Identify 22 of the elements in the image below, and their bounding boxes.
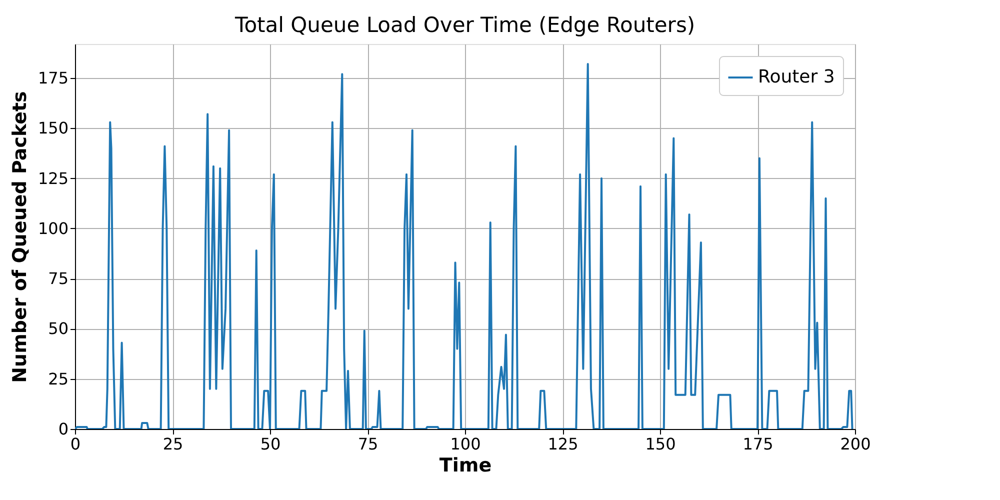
y-axis-title: Number of Queued Packets [8,91,31,383]
x-tick-label: 100 [450,434,481,454]
x-tick-label: 50 [260,434,281,454]
x-tick-label: 125 [548,434,578,454]
y-tick-label: 75 [48,269,68,288]
chart-title: Total Queue Load Over Time (Edge Routers) [234,13,696,37]
y-tick-label: 175 [38,68,68,88]
line-series [75,63,854,429]
x-tick-label: 75 [358,434,378,454]
y-tick-label: 0 [58,420,68,438]
x-tick-label: 200 [840,434,871,454]
y-tick-label: 100 [38,218,68,238]
y-tick-label: 50 [48,319,68,338]
x-axis-title: Time [439,454,492,476]
y-tick-label: 150 [38,118,68,138]
x-tick-label: 150 [645,434,676,454]
x-tick-label: 25 [162,434,184,454]
legend-label: Router 3 [758,66,835,88]
x-tick-label: 175 [742,434,774,454]
y-tick-label: 25 [48,369,68,388]
x-tick-label: 0 [70,434,81,454]
y-tick-label: 125 [38,168,68,188]
